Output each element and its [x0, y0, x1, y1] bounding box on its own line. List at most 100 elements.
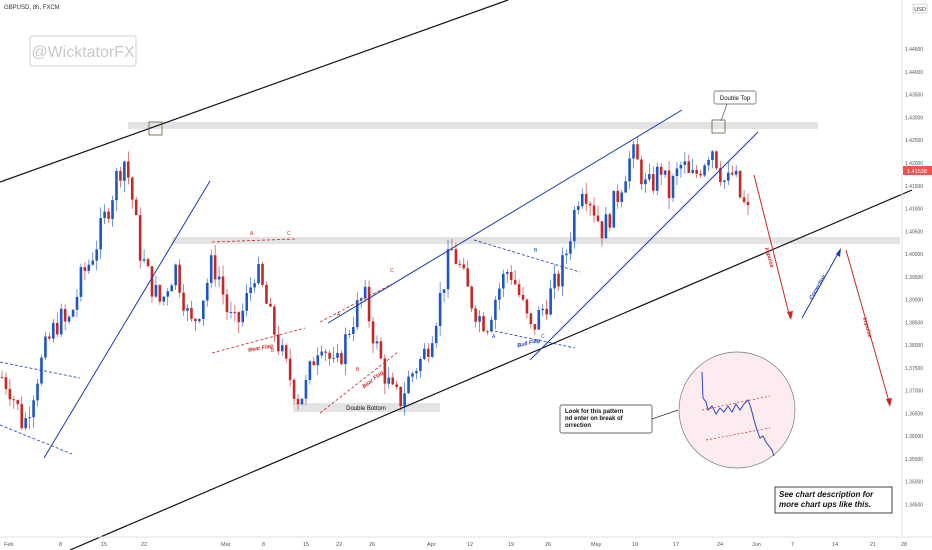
feb-uptrend-line [43, 180, 211, 459]
label-a-1: A [250, 231, 254, 237]
price-tick-label: 1.44000 [905, 70, 923, 76]
usd-label: USD [914, 7, 926, 13]
inset-flag-upper [701, 395, 771, 411]
price-axis-ticks: 1.44500 1.44000 1.43500 1.43000 1.42500 1.420… [905, 47, 923, 508]
candle-body [217, 276, 221, 280]
candle-body [525, 299, 529, 314]
candle-body [276, 334, 280, 352]
candle-body [466, 268, 470, 287]
candle-body [691, 169, 695, 173]
support-resistance-zones [128, 122, 900, 412]
candle-body [12, 399, 16, 401]
candle-body [36, 383, 39, 401]
last-price-label: 1.41538 [907, 169, 927, 175]
candle-body [537, 310, 541, 330]
candle-body [261, 263, 264, 285]
candle-body [411, 373, 414, 377]
top-marker-2 [711, 119, 726, 134]
candle-body [225, 294, 229, 313]
candle-body [348, 334, 351, 336]
candle-body [415, 371, 418, 374]
price-tick-label: 1.39500 [905, 275, 923, 281]
candle-body [79, 267, 83, 297]
candle-body [509, 272, 513, 280]
price-tick-label: 1.35500 [905, 457, 923, 463]
time-tick-label: 10 [632, 542, 638, 548]
candle-body [32, 400, 35, 418]
label-b-2: B [356, 367, 360, 373]
candle-body [375, 341, 379, 344]
candle-body [426, 348, 430, 357]
label-b-3: B [534, 248, 538, 254]
candle-body [628, 158, 631, 182]
candle-body [351, 327, 355, 335]
bear-flag-2-lower [319, 351, 399, 414]
candle-body [648, 174, 651, 180]
candle-body [198, 318, 201, 322]
price-tick-label: 1.42500 [905, 138, 923, 144]
price-tick-label: 1.36000 [905, 434, 923, 440]
time-tick-label: 21 [870, 542, 876, 548]
candle-body [379, 341, 383, 359]
time-tick-label: Feb [4, 542, 13, 548]
candle-body [679, 164, 683, 169]
candle-body [695, 169, 698, 174]
candle-body [355, 300, 359, 328]
candle-body [233, 311, 237, 313]
candle-body [107, 211, 110, 219]
candle-body [383, 358, 387, 384]
candle-body [182, 292, 185, 311]
label-c-3: C [541, 334, 545, 340]
candle-body [501, 273, 505, 289]
candle-body [655, 166, 659, 191]
double-bottom-zone [293, 403, 440, 412]
double-top-callout: Double Top [713, 90, 757, 122]
candle-body [300, 398, 304, 405]
bear-flag-1-lower [211, 327, 306, 354]
price-tick-label: 1.42000 [905, 161, 923, 167]
candle-body [304, 380, 308, 399]
candle-body [111, 200, 114, 219]
impulse-arrow-2 [845, 249, 891, 406]
candle-body [592, 205, 596, 216]
callout-text: Look for this pattern nd enter on break … [565, 409, 625, 429]
candle-body [20, 404, 24, 429]
inset-price-path [701, 371, 775, 457]
candle-body [553, 273, 556, 289]
time-tick-label: 28 [901, 542, 907, 548]
candle-body [541, 308, 545, 311]
candle-body [166, 291, 170, 297]
candle-body [103, 211, 106, 218]
usd-badge [912, 3, 928, 14]
candles [0, 136, 750, 431]
candle-body [59, 308, 63, 335]
price-tick-label: 1.44500 [905, 47, 923, 53]
candle-body [517, 284, 521, 295]
candle-body [312, 361, 316, 366]
time-axis-ticks: Feb 8 15 22 Mar 8 15 22 26 Apr 12 19 26 May 10 17 24 Jun 7… [4, 542, 907, 548]
candle-body [576, 206, 580, 210]
candle-body [430, 343, 434, 357]
impulse-arrow-1-head [787, 311, 793, 320]
candle-body [494, 299, 497, 320]
channel-lower-line [69, 189, 913, 550]
candle-body [675, 168, 679, 176]
candle-body [186, 308, 189, 311]
candle-body [371, 321, 375, 344]
candle-body [726, 172, 730, 181]
candle-body [387, 377, 391, 384]
candle-body [746, 201, 750, 206]
candle-body [308, 361, 312, 381]
candle-body [584, 193, 588, 204]
candle-body [734, 170, 738, 175]
candle-body [446, 249, 450, 290]
note-text: See chart description for more chart ups … [779, 490, 874, 509]
candle-body [99, 217, 102, 250]
candle-body [640, 159, 643, 185]
candle-body [569, 241, 572, 254]
time-tick-label: Mar [221, 542, 231, 548]
correction-arrow-head [836, 248, 841, 257]
candle-body [75, 296, 79, 310]
candle-body [67, 316, 71, 322]
